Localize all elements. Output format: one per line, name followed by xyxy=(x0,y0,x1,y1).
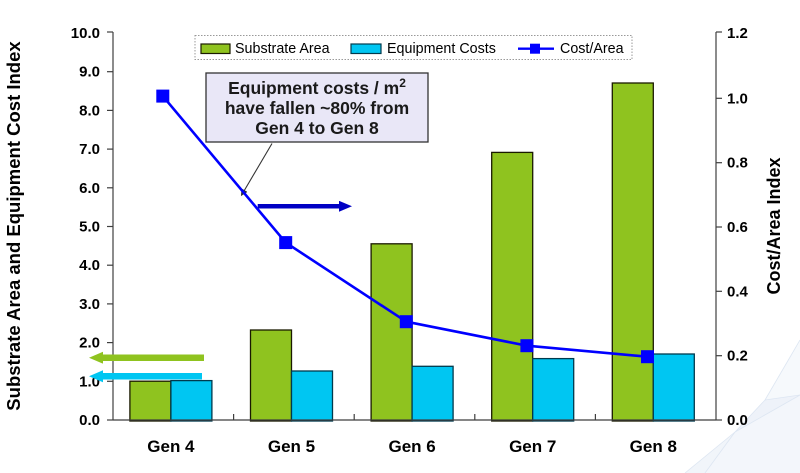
svg-text:Equipment costs / m2: Equipment costs / m2 xyxy=(228,76,406,98)
svg-text:Gen 4 to Gen 8: Gen 4 to Gen 8 xyxy=(255,118,379,138)
svg-text:1.0: 1.0 xyxy=(727,90,748,107)
svg-text:Substrate Area: Substrate Area xyxy=(235,41,330,57)
svg-text:9.0: 9.0 xyxy=(79,64,100,81)
svg-text:5.0: 5.0 xyxy=(79,219,100,236)
svg-text:Cost/Area Index: Cost/Area Index xyxy=(764,157,784,294)
svg-text:3.0: 3.0 xyxy=(79,296,100,313)
svg-text:Gen 6: Gen 6 xyxy=(388,437,435,456)
svg-text:Gen 8: Gen 8 xyxy=(630,437,677,456)
svg-text:1.0: 1.0 xyxy=(79,373,100,390)
svg-text:0.6: 0.6 xyxy=(727,219,748,236)
svg-text:Gen 5: Gen 5 xyxy=(268,437,315,456)
svg-text:10.0: 10.0 xyxy=(71,25,100,42)
svg-text:0.4: 0.4 xyxy=(727,283,749,300)
svg-text:6.0: 6.0 xyxy=(79,180,100,197)
svg-text:Gen 4: Gen 4 xyxy=(147,437,195,456)
svg-text:Equipment Costs: Equipment Costs xyxy=(387,41,496,57)
svg-text:4.0: 4.0 xyxy=(79,257,100,274)
svg-text:0.0: 0.0 xyxy=(727,412,748,429)
svg-text:Cost/Area: Cost/Area xyxy=(560,41,624,57)
svg-text:0.2: 0.2 xyxy=(727,348,748,365)
svg-text:0.0: 0.0 xyxy=(79,412,100,429)
svg-text:8.0: 8.0 xyxy=(79,102,100,119)
svg-text:Gen 7: Gen 7 xyxy=(509,437,556,456)
svg-text:1.2: 1.2 xyxy=(727,25,748,42)
svg-text:2.0: 2.0 xyxy=(79,335,100,352)
svg-text:Substrate Area and Equipment C: Substrate Area and Equipment Cost Index xyxy=(3,41,24,411)
svg-text:have fallen ~80% from: have fallen ~80% from xyxy=(225,98,409,118)
svg-text:7.0: 7.0 xyxy=(79,141,100,158)
svg-text:0.8: 0.8 xyxy=(727,155,748,172)
